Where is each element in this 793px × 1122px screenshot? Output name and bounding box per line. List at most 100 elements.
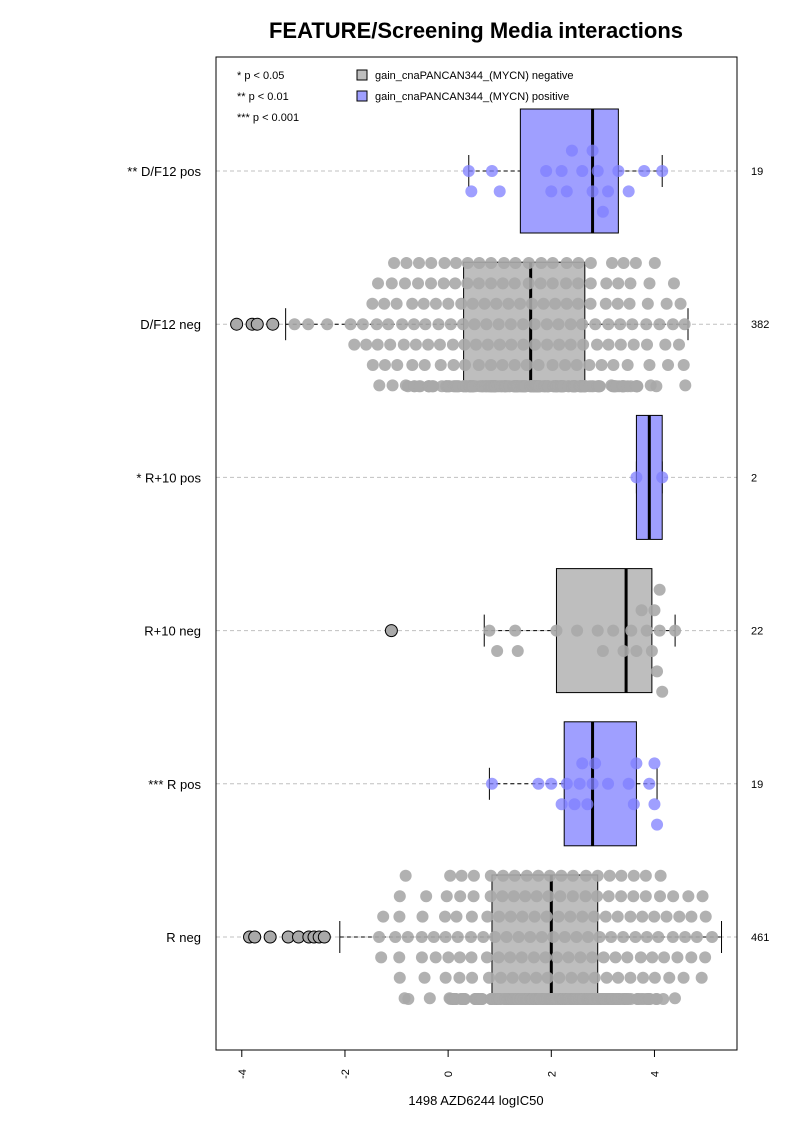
data-point (532, 777, 545, 790)
group-label: R+10 neg (144, 624, 201, 639)
x-axis-label: 1498 AZD6244 logIC50 (408, 1093, 543, 1108)
outlier-point (250, 317, 264, 331)
data-point (560, 777, 573, 790)
data-point (429, 951, 442, 964)
data-point (641, 338, 654, 351)
significance-legend-entry: *** p < 0.001 (237, 112, 299, 124)
data-point (607, 624, 620, 637)
outlier-point (230, 317, 244, 331)
data-point (593, 380, 606, 393)
data-point (504, 910, 517, 923)
data-point (542, 890, 555, 903)
data-point (461, 277, 474, 290)
data-point (511, 645, 524, 657)
data-point (593, 931, 606, 943)
data-point (635, 604, 648, 617)
data-point (388, 257, 401, 269)
outlier-point (317, 930, 331, 944)
data-point (467, 869, 480, 882)
data-point (502, 297, 515, 310)
data-point (615, 869, 628, 882)
data-point (648, 257, 661, 269)
data-point (624, 971, 637, 984)
data-point (640, 318, 653, 331)
data-point (602, 318, 615, 331)
data-point (540, 165, 553, 177)
data-point (398, 277, 411, 290)
x-tick-label: 0 (443, 1071, 455, 1077)
data-point (488, 931, 501, 943)
data-point (679, 379, 692, 392)
data-point (466, 297, 479, 310)
data-point (504, 318, 517, 331)
data-point (464, 931, 477, 943)
data-point (447, 359, 460, 371)
data-point (555, 165, 568, 177)
data-point (493, 185, 506, 198)
data-point (378, 359, 391, 371)
data-point (553, 338, 566, 351)
data-point (399, 869, 412, 882)
data-point (456, 318, 469, 331)
data-point (418, 359, 431, 371)
data-point (545, 185, 558, 198)
data-point (465, 951, 478, 964)
data-point (599, 910, 612, 923)
data-point (481, 910, 494, 923)
data-point (589, 757, 602, 770)
data-point (576, 910, 589, 923)
data-point (470, 338, 483, 351)
data-point (631, 380, 644, 393)
data-point (378, 297, 391, 310)
data-point (412, 277, 425, 290)
data-point (288, 318, 301, 331)
data-point (366, 297, 379, 310)
data-point (560, 257, 573, 269)
data-point (522, 257, 535, 269)
data-point (496, 359, 509, 371)
data-point (574, 951, 587, 964)
data-point (393, 971, 406, 984)
data-point (581, 931, 594, 943)
data-point (656, 685, 669, 698)
data-point (527, 951, 540, 964)
data-point (534, 277, 547, 290)
data-point (568, 798, 581, 811)
data-point (409, 338, 422, 351)
data-point (648, 798, 661, 811)
data-point (645, 645, 658, 657)
data-point (643, 777, 656, 790)
data-point (654, 869, 667, 882)
data-point (591, 624, 604, 637)
significance-legend-entry: ** p < 0.01 (237, 91, 289, 103)
data-point (627, 798, 640, 811)
data-point (671, 951, 684, 964)
data-point (449, 277, 462, 290)
data-point (637, 971, 650, 984)
data-point (558, 931, 571, 943)
data-point (654, 890, 667, 903)
data-point (555, 869, 568, 882)
data-point (516, 910, 529, 923)
data-point (566, 890, 579, 903)
legend-entry: gain_cnaPANCAN344_(MYCN) negative (375, 70, 574, 82)
legend-swatch (356, 90, 368, 102)
data-point (591, 338, 604, 351)
data-point (540, 318, 553, 331)
data-point (565, 971, 578, 984)
data-point (422, 338, 435, 351)
box (555, 568, 653, 694)
data-point (473, 257, 486, 269)
data-point (498, 257, 511, 269)
data-point (553, 971, 566, 984)
data-point (648, 757, 661, 770)
data-point (418, 971, 431, 984)
data-point (555, 798, 568, 811)
data-point (512, 931, 525, 943)
data-point (492, 951, 505, 964)
data-point (622, 777, 635, 790)
data-point (579, 890, 592, 903)
data-point (532, 869, 545, 882)
data-point (634, 951, 647, 964)
data-point (668, 992, 681, 1005)
